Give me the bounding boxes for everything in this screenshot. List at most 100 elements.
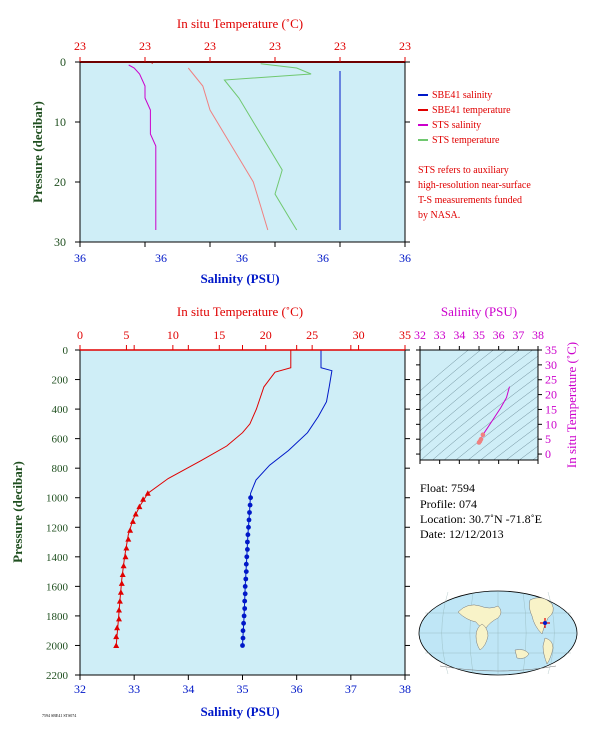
density-isoline — [467, 405, 538, 460]
top-temperature-tick-labels: 23 23 23 23 23 23 — [74, 39, 411, 53]
float-id: Float: 7594 — [420, 481, 475, 495]
temperature-marker — [144, 490, 151, 496]
ts-temperature-tick-label: 35 — [545, 343, 557, 357]
temperature-marker — [123, 545, 130, 551]
bottom-salinity-tick-label: 35 — [237, 682, 249, 696]
salinity-marker — [245, 539, 250, 545]
salinity-marker — [242, 584, 248, 589]
bottom-pressure-tick-label: 1000 — [46, 493, 69, 505]
density-isoline — [420, 350, 469, 392]
map-landmass-australia — [514, 649, 530, 659]
ts-salinity-tick-label: 36 — [493, 328, 505, 342]
bottom-plot-area — [80, 350, 405, 675]
legend-label: STS salinity — [432, 120, 481, 131]
salinity-marker — [240, 643, 245, 648]
temperature-marker — [125, 536, 132, 542]
temperature-marker — [119, 571, 126, 577]
bottom-series-layer — [113, 350, 333, 648]
salinity-marker — [241, 613, 247, 619]
bottom-pressure-tick-label: 2200 — [46, 670, 69, 682]
salinity-marker — [242, 598, 248, 604]
salinity-marker — [241, 620, 247, 626]
salinity-marker — [245, 532, 251, 538]
top-pressure-tick-labels: 0 10 20 30 — [54, 55, 66, 249]
ts-salinity-tick-label: 34 — [453, 328, 465, 342]
axis-frame — [79, 61, 406, 243]
bottom-salinity-tick-label: 38 — [399, 682, 411, 696]
ts-salinity-tick-label: 37 — [512, 328, 524, 342]
bottom-pressure-tick-label: 600 — [52, 434, 69, 446]
top-salinity-tick-label: 36 — [236, 251, 248, 265]
map-landmass-south-america — [542, 637, 554, 665]
bottom-temperature-tick-label: 35 — [399, 328, 411, 342]
bottom-pressure-tick-labels: 0 200 400 600 800 1000 1200 1400 1600 1800 2000 220… — [46, 345, 69, 682]
salinity-marker — [243, 569, 249, 574]
map-meridian — [547, 591, 555, 675]
top-pressure-tick-label: 20 — [54, 175, 66, 189]
top-salinity-tick-label: 36 — [155, 251, 167, 265]
top-temperature-tick-label: 23 — [399, 39, 411, 53]
legend: SBE41 salinity SBE41 temperature STS salin… — [418, 90, 531, 221]
ts-salinity-tick-label: 32 — [414, 328, 426, 342]
top-pressure-axis-title: Pressure (decibar) — [30, 101, 45, 203]
bottom-temperature-tick-label: 25 — [306, 328, 318, 342]
bottom-salinity-tick-label: 37 — [345, 682, 357, 696]
top-salinity-tick-label: 36 — [74, 251, 86, 265]
top-salinity-tick-label: 36 — [317, 251, 329, 265]
density-isoline — [420, 355, 538, 452]
density-isoline — [420, 350, 507, 422]
top-temperature-tick-label: 23 — [334, 39, 346, 53]
top-temperature-tick-label: 23 — [139, 39, 151, 53]
salinity-marker — [240, 628, 246, 634]
salinity-marker — [242, 591, 248, 597]
salinity-marker — [240, 635, 246, 641]
bottom-temperature-tick-labels: 0 5 10 15 20 25 30 35 — [77, 328, 411, 342]
date: Date: 12/12/2013 — [420, 527, 504, 541]
top-pressure-tick-label: 10 — [54, 115, 66, 129]
ts-axes — [416, 346, 542, 464]
legend-item: SBE41 temperature — [418, 105, 511, 116]
legend-item: STS salinity — [418, 120, 481, 131]
bottom-temperature-tick-label: 30 — [353, 328, 365, 342]
salinity-marker — [247, 502, 253, 508]
density-isoline — [420, 350, 482, 402]
legend-item: STS temperature — [418, 135, 500, 146]
bottom-temperature-tick-label: 20 — [260, 328, 272, 342]
ts-temperature-tick-label: 0 — [545, 447, 551, 461]
ts-salinity-tick-label: 38 — [532, 328, 544, 342]
note-line: STS refers to auxiliary — [418, 165, 509, 176]
bottom-temperature-axis-title: In situ Temperature (˚C) — [177, 304, 303, 319]
footer-tiny-text: 7594 SBE41 STS074 — [42, 713, 76, 718]
bottom-salinity-axis-title: Salinity (PSU) — [200, 704, 279, 719]
legend-label: SBE41 salinity — [432, 90, 492, 101]
top-axes — [75, 57, 410, 247]
bottom-series-salinity — [242, 350, 333, 646]
top-salinity-tick-label: 36 — [399, 251, 411, 265]
map-meridian — [441, 591, 449, 675]
top-temperature-tick-label: 23 — [204, 39, 216, 53]
map-landmass-antarctica — [439, 665, 557, 672]
bottom-pressure-tick-label: 1200 — [46, 522, 69, 534]
top-temperature-tick-label: 23 — [74, 39, 86, 53]
bottom-salinity-tick-labels: 32 33 34 35 36 37 38 — [74, 682, 411, 696]
bottom-pressure-tick-label: 0 — [63, 345, 69, 357]
ts-salinity-tick-label: 35 — [473, 328, 485, 342]
salinity-marker — [243, 561, 249, 567]
salinity-marker — [248, 495, 254, 501]
top-temperature-axis-title: In situ Temperature (˚C) — [177, 16, 303, 31]
bottom-salinity-tick-label: 32 — [74, 682, 86, 696]
ts-temperature-axis-title: In situ Temperature (˚C) — [564, 342, 579, 468]
temperature-marker — [114, 624, 121, 631]
ts-deep-marker — [480, 432, 486, 438]
temperature-marker — [132, 511, 139, 517]
bottom-temperature-tick-label: 15 — [213, 328, 225, 342]
salinity-marker — [242, 606, 248, 611]
salinity-marker — [247, 510, 252, 515]
bottom-pressure-tick-label: 800 — [52, 463, 69, 475]
temperature-marker — [122, 553, 129, 560]
temperature-marker — [120, 562, 127, 569]
salinity-marker — [243, 576, 249, 582]
bottom-pressure-tick-label: 2000 — [46, 640, 69, 652]
map-meridian — [522, 591, 527, 675]
density-isoline — [420, 350, 520, 432]
